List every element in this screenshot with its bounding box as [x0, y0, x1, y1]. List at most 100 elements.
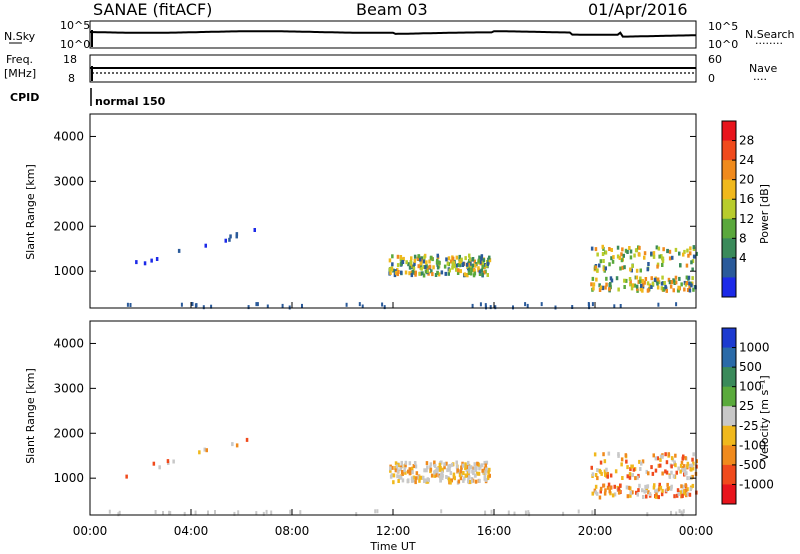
- echo-cell: [198, 450, 201, 455]
- echo-cell: [404, 270, 408, 275]
- colorbar-tick-label: 8: [739, 231, 747, 245]
- echo-cell: [412, 264, 415, 269]
- echo-cell: [636, 288, 639, 293]
- echo-cell: [423, 479, 426, 484]
- echo-cell: [667, 452, 670, 457]
- echo-cell: [488, 473, 491, 478]
- echo-cell: [652, 251, 656, 256]
- colorbar-segment: [722, 464, 736, 485]
- echo-cell: [417, 254, 420, 259]
- echo-cell: [436, 469, 439, 474]
- echo-cell: [417, 475, 420, 480]
- echo-cell: [409, 260, 413, 265]
- echo-cell: [676, 288, 680, 293]
- echo-cell: [429, 467, 433, 472]
- echo-cell: [485, 263, 488, 268]
- echo-cell: [426, 269, 429, 274]
- echo-cell: [469, 261, 472, 266]
- echo-cell: [636, 475, 639, 480]
- echo-cell: [632, 467, 636, 472]
- echo-cell: [412, 475, 416, 480]
- echo-cell: [410, 478, 414, 483]
- echo-cell: [459, 476, 463, 481]
- echo-cell: [691, 457, 694, 462]
- echo-cell: [621, 265, 624, 270]
- echo-cell: [681, 512, 684, 517]
- echo-cell: [617, 287, 620, 292]
- nave-right-tick-bottom: 0: [708, 72, 715, 85]
- echo-cell: [594, 490, 597, 495]
- echo-cell: [457, 268, 460, 273]
- echo-cell: [421, 271, 424, 276]
- echo-cell: [177, 248, 181, 253]
- echo-cell: [459, 269, 462, 274]
- echo-cell: [361, 304, 364, 309]
- echo-cell: [644, 277, 648, 281]
- echo-cell: [391, 465, 394, 470]
- echo-cell: [528, 512, 531, 517]
- echo-cell: [625, 278, 628, 283]
- echo-cell: [480, 256, 483, 261]
- echo-cell: [643, 255, 646, 260]
- echo-cell: [401, 260, 405, 264]
- echo-cell: [629, 267, 632, 272]
- echo-cell: [488, 467, 491, 472]
- echo-cell: [596, 268, 599, 273]
- echo-cell: [648, 492, 652, 497]
- echo-cell: [233, 511, 236, 516]
- echo-cell: [652, 485, 656, 490]
- echo-cell: [594, 265, 597, 270]
- echo-cell: [255, 511, 258, 516]
- echo-cell: [445, 475, 448, 479]
- echo-cell: [657, 280, 661, 285]
- echo-cell: [660, 492, 664, 497]
- echo-cell: [685, 493, 688, 498]
- echo-cell: [411, 269, 415, 274]
- cpid-label: CPID: [10, 91, 39, 104]
- echo-cell: [396, 263, 400, 268]
- echo-cell: [602, 483, 606, 488]
- echo-cell: [651, 471, 655, 476]
- echo-cell: [430, 473, 434, 478]
- echo-cell: [488, 258, 492, 263]
- colorbar-tick-label: 16: [739, 192, 754, 206]
- echo-cell: [391, 262, 394, 267]
- echo-cell: [606, 485, 610, 490]
- echo-cell: [458, 263, 462, 268]
- nave-dots: ....: [753, 70, 767, 83]
- echo-cell: [466, 273, 469, 278]
- echo-cell: [478, 272, 482, 276]
- echo-cell: [670, 456, 674, 461]
- echo-cell: [396, 469, 400, 474]
- echo-cell: [429, 462, 433, 467]
- nsearch-dots: ........: [755, 34, 783, 47]
- echo-cell: [660, 254, 663, 259]
- echo-cell: [469, 465, 473, 470]
- echo-cell: [618, 256, 622, 260]
- echo-cell: [628, 475, 632, 480]
- echo-cell: [655, 492, 658, 497]
- echo-cell: [422, 475, 425, 480]
- echo-cell: [629, 255, 633, 260]
- echo-cell: [683, 249, 686, 254]
- x-axis-label: Time UT: [369, 540, 415, 553]
- echo-cell: [480, 463, 484, 468]
- echo-cell: [445, 461, 448, 466]
- colorbar-segment: [722, 160, 736, 181]
- colorbar-segment: [722, 386, 736, 407]
- echo-cell: [619, 483, 622, 488]
- echo-cell: [473, 259, 476, 264]
- echo-cell: [598, 495, 602, 500]
- echo-cell: [485, 305, 487, 310]
- echo-cell: [256, 302, 259, 307]
- echo-cell: [480, 268, 483, 273]
- echo-cell: [598, 263, 601, 268]
- echo-cell: [634, 248, 638, 253]
- echo-cell: [686, 464, 689, 469]
- echo-cell: [426, 465, 429, 470]
- echo-cell: [691, 483, 695, 488]
- colorbar-segment: [722, 367, 736, 388]
- echo-cell: [602, 267, 606, 272]
- echo-cell: [438, 467, 442, 472]
- echo-cell: [419, 271, 423, 276]
